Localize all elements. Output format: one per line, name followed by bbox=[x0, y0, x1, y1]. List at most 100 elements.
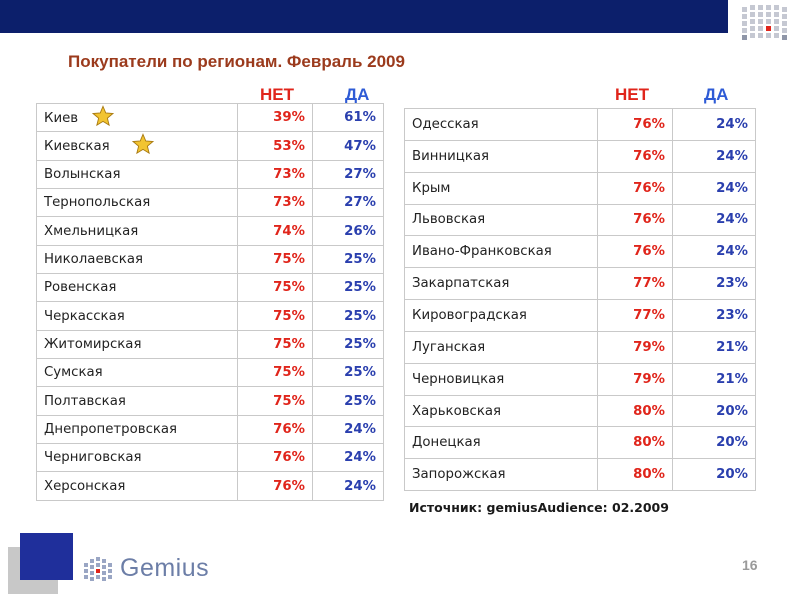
star-icon bbox=[131, 133, 154, 159]
no-value-cell: 79% bbox=[597, 330, 673, 364]
no-value-cell: 75% bbox=[237, 386, 313, 416]
region-cell: Львовская bbox=[404, 203, 598, 237]
region-name: Сумская bbox=[44, 365, 103, 381]
region-name: Черниговская bbox=[44, 450, 142, 466]
region-cell: Тернопольская bbox=[36, 188, 238, 218]
region-cell: Херсонская bbox=[36, 471, 238, 501]
region-cell: Черновицкая bbox=[404, 362, 598, 396]
table-row: Полтавская 75% 25% bbox=[36, 386, 384, 416]
percent-value: 25% bbox=[344, 365, 376, 381]
percent-value: 75% bbox=[273, 365, 305, 381]
yes-value-cell: 20% bbox=[672, 458, 756, 492]
percent-value: 20% bbox=[716, 435, 748, 451]
region-name: Полтавская bbox=[44, 393, 126, 409]
source-note: Источник: gemiusAudience: 02.2009 bbox=[409, 500, 669, 515]
region-cell: Запорожская bbox=[404, 458, 598, 492]
region-name: Кировоградская bbox=[412, 307, 527, 323]
yes-value-cell: 24% bbox=[672, 235, 756, 269]
yes-value-cell: 21% bbox=[672, 362, 756, 396]
table-row: Хмельницкая 74% 26% bbox=[36, 216, 384, 246]
table-row: Тернопольская 73% 27% bbox=[36, 188, 384, 218]
no-value-cell: 76% bbox=[237, 414, 313, 445]
right-header-no: НЕТ bbox=[615, 85, 649, 104]
region-name: Киевская bbox=[44, 139, 110, 155]
table-row: Житомирская 75% 25% bbox=[36, 329, 384, 360]
percent-value: 21% bbox=[716, 339, 748, 355]
yes-value-cell: 25% bbox=[312, 329, 384, 360]
yes-value-cell: 47% bbox=[312, 131, 384, 161]
percent-value: 24% bbox=[716, 244, 748, 260]
yes-value-cell: 25% bbox=[312, 386, 384, 416]
region-name: Львовская bbox=[412, 212, 486, 228]
yes-value-cell: 25% bbox=[312, 244, 384, 275]
percent-value: 77% bbox=[633, 307, 665, 323]
table-row: Донецкая 80% 20% bbox=[404, 426, 756, 460]
region-cell: Кировоградская bbox=[404, 299, 598, 332]
percent-value: 80% bbox=[633, 435, 665, 451]
right-regions-table: Одесская 76% 24% Винницкая 76% 24% Крым 76% 24% Л… bbox=[404, 108, 756, 492]
region-name: Херсонская bbox=[44, 478, 126, 494]
percent-value: 80% bbox=[633, 467, 665, 483]
percent-value: 20% bbox=[716, 467, 748, 483]
yes-value-cell: 24% bbox=[312, 471, 384, 501]
percent-value: 26% bbox=[344, 223, 376, 239]
star-icon bbox=[92, 104, 115, 131]
region-cell: Житомирская bbox=[36, 329, 238, 360]
region-name: Киев bbox=[44, 110, 79, 126]
no-value-cell: 80% bbox=[597, 458, 673, 492]
percent-value: 53% bbox=[273, 138, 305, 154]
yes-value-cell: 20% bbox=[672, 394, 756, 428]
region-name: Житомирская bbox=[44, 336, 142, 352]
no-value-cell: 76% bbox=[597, 235, 673, 269]
percent-value: 61% bbox=[344, 110, 376, 126]
no-value-cell: 74% bbox=[237, 216, 313, 246]
percent-value: 76% bbox=[633, 148, 665, 164]
region-name: Тернопольская bbox=[44, 195, 151, 211]
no-value-cell: 76% bbox=[597, 108, 673, 141]
no-value-cell: 79% bbox=[597, 362, 673, 396]
no-value-cell: 80% bbox=[597, 394, 673, 428]
percent-value: 73% bbox=[273, 195, 305, 211]
page-title: Покупатели по регионам. Февраль 2009 bbox=[68, 52, 405, 71]
percent-value: 25% bbox=[344, 393, 376, 409]
region-name: Одесская bbox=[412, 116, 479, 132]
no-value-cell: 76% bbox=[597, 139, 673, 173]
percent-value: 23% bbox=[716, 307, 748, 323]
region-name: Закарпатская bbox=[412, 276, 510, 292]
table-row: Запорожская 80% 20% bbox=[404, 458, 756, 492]
table-row: Сумская 75% 25% bbox=[36, 358, 384, 388]
percent-value: 76% bbox=[273, 478, 305, 494]
table-row: Днепропетровская 76% 24% bbox=[36, 414, 384, 445]
percent-value: 39% bbox=[273, 110, 305, 126]
percent-value: 24% bbox=[716, 212, 748, 228]
region-name: Луганская bbox=[412, 339, 486, 355]
table-row: Черкасская 75% 25% bbox=[36, 301, 384, 331]
region-cell: Ровенская bbox=[36, 273, 238, 303]
percent-value: 23% bbox=[716, 276, 748, 292]
no-value-cell: 75% bbox=[237, 329, 313, 360]
left-header-yes: ДА bbox=[345, 85, 370, 104]
region-cell: Черниговская bbox=[36, 443, 238, 473]
no-value-cell: 53% bbox=[237, 131, 313, 161]
percent-value: 75% bbox=[273, 308, 305, 324]
region-name: Крым bbox=[412, 180, 451, 196]
no-value-cell: 76% bbox=[237, 471, 313, 501]
region-name: Волынская bbox=[44, 166, 121, 182]
table-row: Закарпатская 77% 23% bbox=[404, 267, 756, 301]
percent-value: 79% bbox=[633, 339, 665, 355]
percent-value: 24% bbox=[344, 421, 376, 437]
table-row: Киевская 53% 47% bbox=[36, 131, 384, 161]
percent-value: 76% bbox=[633, 116, 665, 132]
yes-value-cell: 27% bbox=[312, 188, 384, 218]
table-row: Киев 39% 61% bbox=[36, 102, 384, 133]
region-cell: Ивано-Франковская bbox=[404, 235, 598, 269]
table-row: Луганская 79% 21% bbox=[404, 330, 756, 364]
region-name: Днепропетровская bbox=[44, 421, 178, 437]
no-value-cell: 75% bbox=[237, 273, 313, 303]
percent-value: 76% bbox=[633, 180, 665, 196]
percent-value: 20% bbox=[716, 403, 748, 419]
percent-value: 24% bbox=[344, 478, 376, 494]
percent-value: 75% bbox=[273, 251, 305, 267]
gemius-brand-name: Gemius bbox=[120, 554, 210, 582]
table-row: Черновицкая 79% 21% bbox=[404, 362, 756, 396]
